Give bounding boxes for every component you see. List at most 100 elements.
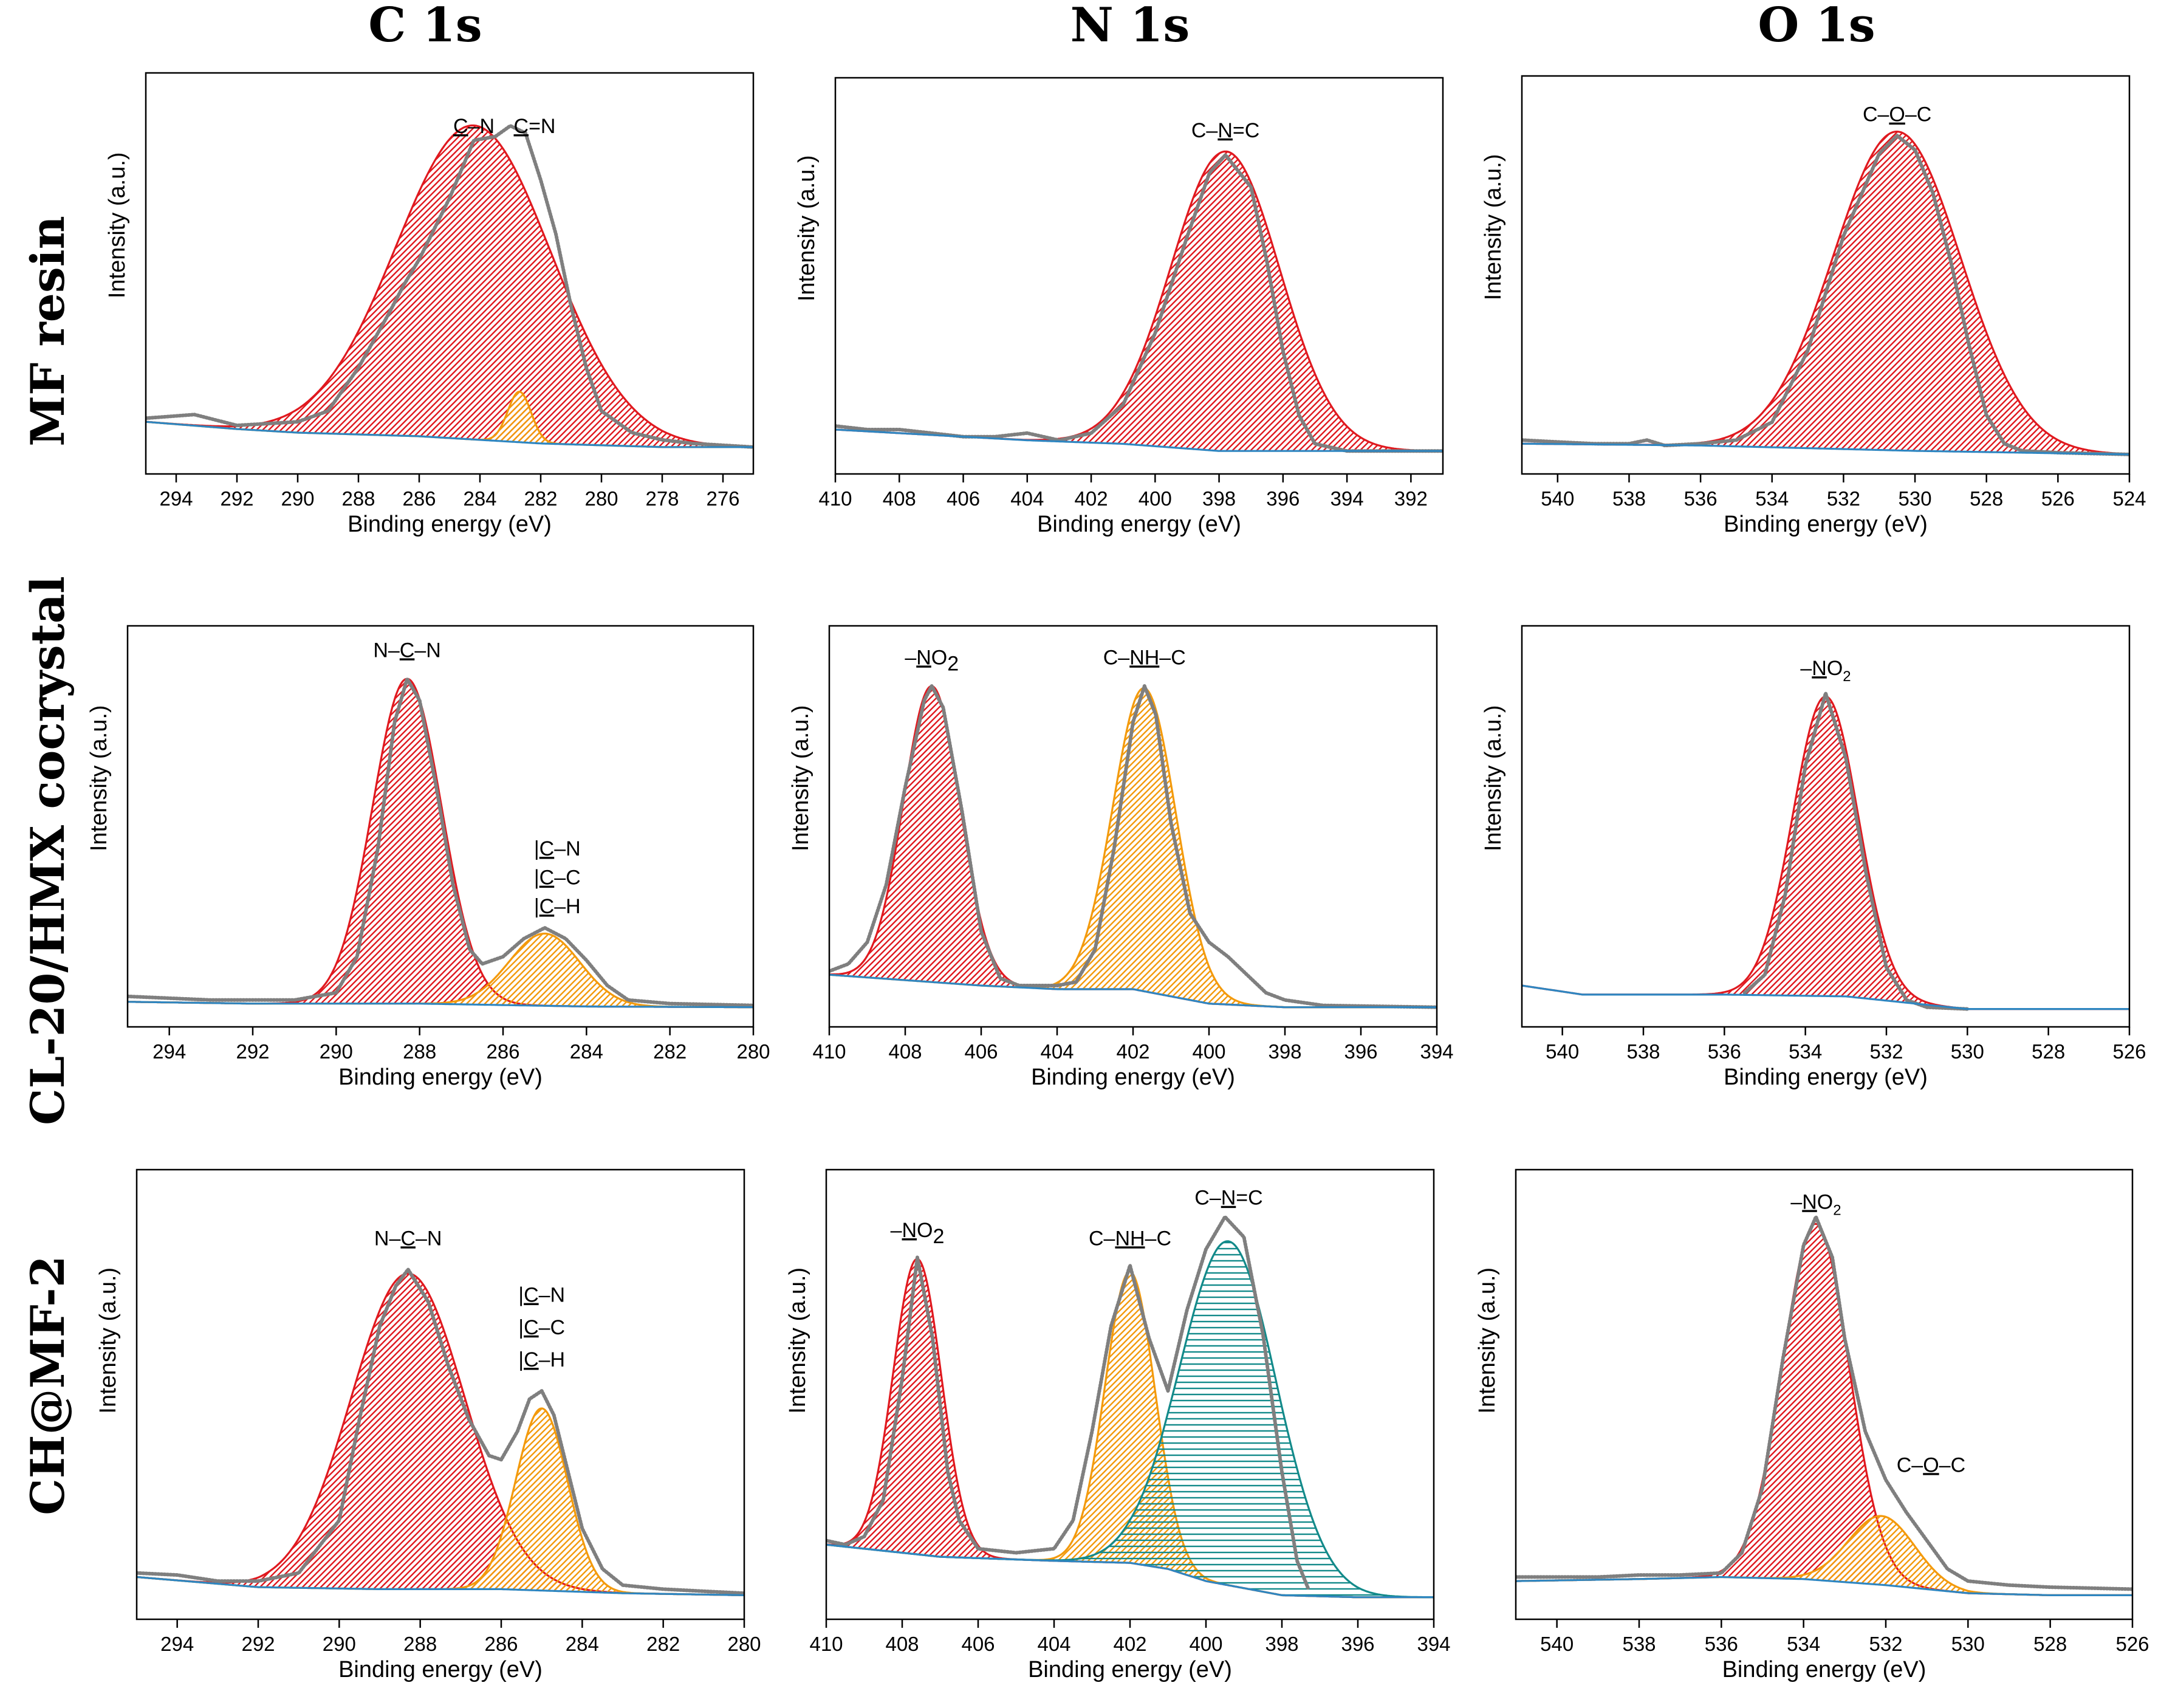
x-axis-label: Binding energy (eV) bbox=[1037, 512, 1241, 537]
x-axis-label: Binding energy (eV) bbox=[348, 512, 552, 537]
panel-cl-c1s: 294 292 290 288 286 284 282 280 Binding energy (… bbox=[86, 625, 770, 1090]
baseline bbox=[128, 1001, 753, 1009]
x-tick-label: 286 bbox=[486, 1040, 519, 1063]
measured-data bbox=[1516, 1215, 2132, 1591]
x-tick-label: 282 bbox=[524, 487, 557, 510]
x-tick-label: 286 bbox=[484, 1633, 518, 1655]
peak-label: N–C–N bbox=[373, 639, 441, 662]
panel-mf-o1s: 540 538 536 534 532 530 528 526 524 Binding energ… bbox=[1481, 75, 2146, 537]
x-tick-label: 400 bbox=[1192, 1040, 1225, 1063]
x-tick-label: 524 bbox=[2112, 487, 2146, 510]
peak-label: C–NH–C bbox=[1089, 1227, 1171, 1250]
measured-data bbox=[1522, 134, 2129, 456]
y-axis-label: Intensity (a.u.) bbox=[788, 705, 813, 851]
x-axis-label: Binding energy (eV) bbox=[1724, 512, 1928, 537]
peak-fill--no2 bbox=[1516, 1224, 2132, 1596]
x-axis-label: Binding energy (eV) bbox=[1028, 1657, 1232, 1682]
x-tick-label: 528 bbox=[2033, 1633, 2067, 1655]
plot-area bbox=[1522, 691, 2129, 1011]
x-tick-label: 284 bbox=[570, 1040, 603, 1063]
x-tick-label: 530 bbox=[1951, 1633, 1985, 1655]
x-tick-label: 532 bbox=[1869, 1040, 1903, 1063]
peak-label: C–NH–C bbox=[1103, 646, 1186, 669]
peak-fill-c-o-c bbox=[1516, 1516, 2132, 1596]
plot-frame bbox=[1521, 625, 2131, 1028]
baseline bbox=[826, 1543, 1434, 1599]
x-tick-label: 408 bbox=[888, 1040, 922, 1063]
peak-fill-c-n bbox=[146, 125, 753, 447]
x-tick-label: 534 bbox=[1789, 1040, 1822, 1063]
x-tick-label: 280 bbox=[727, 1633, 761, 1655]
plot-area bbox=[829, 684, 1437, 1009]
y-axis-label: Intensity (a.u.) bbox=[785, 1267, 810, 1414]
x-tick-label: 294 bbox=[159, 487, 193, 510]
x-tick-label: 396 bbox=[1344, 1040, 1377, 1063]
peak-fill-c-n-c bbox=[826, 1241, 1434, 1597]
baseline bbox=[1522, 984, 2129, 1010]
x-tick-label: 394 bbox=[1420, 1040, 1453, 1063]
x-tick-label: 398 bbox=[1268, 1040, 1301, 1063]
x-tick-label: 396 bbox=[1266, 487, 1300, 510]
measured-data bbox=[829, 684, 1437, 1009]
x-tick-label: 534 bbox=[1755, 487, 1789, 510]
peak-fill-n-c-n bbox=[128, 679, 753, 1007]
x-tick-label: 404 bbox=[1010, 487, 1044, 510]
plot-area bbox=[826, 1215, 1434, 1599]
x-tick-label: 408 bbox=[883, 487, 916, 510]
x-tick-label: 532 bbox=[1869, 1633, 1902, 1655]
peak-label: –NO2 bbox=[891, 1219, 945, 1248]
peak-fill--no2 bbox=[1522, 696, 2129, 1009]
x-tick-label: 392 bbox=[1394, 487, 1428, 510]
peak-label: |C–H bbox=[518, 1348, 565, 1371]
x-tick-label: 540 bbox=[1546, 1040, 1579, 1063]
plot-frame bbox=[1521, 75, 2131, 475]
x-tick-label: 288 bbox=[341, 487, 375, 510]
x-tick-label: 282 bbox=[653, 1040, 687, 1063]
baseline bbox=[829, 973, 1437, 1009]
panel-ch-n1s: 410 408 406 404 402 400 398 396 394 Binding energ… bbox=[785, 1168, 1451, 1682]
peak-label: |C–N bbox=[534, 837, 581, 860]
peak-label: –NO2 bbox=[1800, 657, 1851, 685]
x-tick-label: 406 bbox=[947, 487, 980, 510]
plot-area bbox=[835, 150, 1443, 453]
x-tick-label: 294 bbox=[160, 1633, 194, 1655]
x-tick-label: 278 bbox=[645, 487, 679, 510]
x-tick-label: 404 bbox=[1037, 1633, 1070, 1655]
x-tick-label: 406 bbox=[964, 1040, 998, 1063]
peak-label: |C–N bbox=[518, 1284, 565, 1307]
baseline bbox=[1522, 442, 2129, 456]
baseline bbox=[1516, 1576, 2132, 1596]
x-tick-label: 396 bbox=[1341, 1633, 1374, 1655]
peak-label: –NO2 bbox=[905, 646, 959, 675]
peak-label: |C–H bbox=[534, 895, 581, 918]
x-tick-label: 536 bbox=[1708, 1040, 1741, 1063]
peak-label: |C–C bbox=[518, 1316, 565, 1339]
plot-frame bbox=[126, 625, 755, 1028]
peak-label: –NO2 bbox=[1790, 1190, 1841, 1218]
column-title-c1s: C 1s bbox=[368, 0, 482, 53]
x-tick-label: 288 bbox=[403, 1633, 437, 1655]
plot-frame bbox=[834, 77, 1444, 475]
plot-area bbox=[137, 1267, 744, 1596]
y-axis-label: Intensity (a.u.) bbox=[1481, 705, 1506, 851]
x-tick-label: 540 bbox=[1540, 1633, 1574, 1655]
baseline bbox=[137, 1576, 744, 1596]
plot-area bbox=[128, 677, 753, 1009]
peak-fill-c-n-c bbox=[835, 151, 1443, 451]
x-tick-label: 284 bbox=[463, 487, 496, 510]
x-tick-label: 286 bbox=[402, 487, 436, 510]
x-tick-label: 526 bbox=[2115, 1633, 2149, 1655]
x-tick-label: 526 bbox=[2112, 1040, 2146, 1063]
peak-label: |C–C bbox=[534, 866, 581, 890]
x-tick-label: 394 bbox=[1331, 487, 1364, 510]
peak-label: C–N bbox=[453, 115, 495, 138]
plot-frame bbox=[135, 1168, 745, 1621]
panel-mf-c1s: 294 292 290 288 286 284 282 280 278 276 Binding en… bbox=[104, 72, 755, 537]
peak-label: N–C–N bbox=[374, 1227, 442, 1250]
x-tick-label: 530 bbox=[1951, 1040, 1984, 1063]
x-tick-label: 402 bbox=[1075, 487, 1108, 510]
peak-label: C–O–C bbox=[1863, 103, 1931, 126]
x-tick-label: 532 bbox=[1827, 487, 1860, 510]
y-axis-label: Intensity (a.u.) bbox=[794, 155, 820, 301]
